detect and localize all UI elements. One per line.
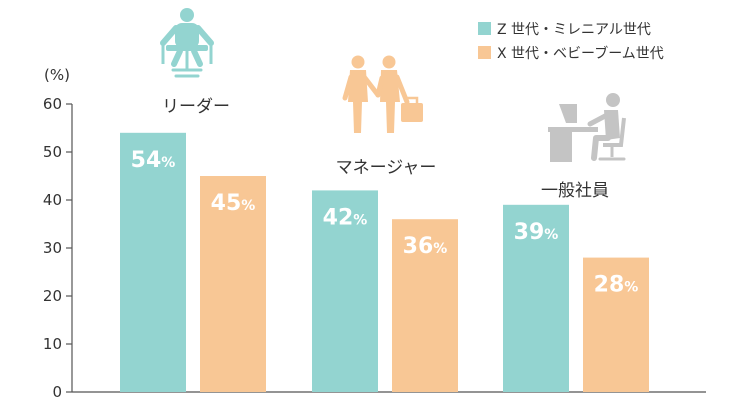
bar-value-suffix: % [544, 227, 558, 243]
category-label: 一般社員 [541, 181, 609, 201]
y-tick-label: 30 [43, 239, 62, 257]
bar [503, 204, 569, 392]
y-axis-unit: (%) [44, 66, 70, 84]
category-label: マネージャー [336, 158, 437, 178]
legend-swatch [478, 46, 491, 59]
bar-value-number: 39 [514, 220, 545, 245]
y-tick-label: 0 [52, 383, 62, 401]
bar [392, 219, 458, 392]
bar-value-number: 28 [594, 273, 625, 298]
y-tick-label: 40 [43, 191, 62, 209]
bar-value-label: 36% [403, 234, 448, 259]
y-tick-label: 20 [43, 287, 62, 305]
y-tick-label: 50 [43, 143, 62, 161]
category-label: リーダー [162, 97, 230, 117]
bar-value-number: 45 [211, 191, 242, 216]
bar [200, 176, 266, 392]
bar-value-suffix: % [161, 155, 175, 171]
seated-person-icon [160, 8, 214, 78]
bar-value-suffix: % [241, 198, 255, 214]
bar-value-number: 42 [323, 205, 354, 230]
y-tick-label: 10 [43, 335, 62, 353]
bar-value-suffix: % [624, 280, 638, 296]
bar-value-suffix: % [353, 212, 367, 228]
bar-value-label: 39% [514, 220, 559, 245]
legend-label: X 世代・ベビーブーム世代 [497, 45, 664, 62]
legend-swatch [478, 22, 491, 35]
bar-value-label: 28% [594, 273, 639, 298]
person-at-desk-icon [548, 93, 626, 162]
legend-label: Z 世代・ミレニアル世代 [497, 22, 651, 38]
bar-value-label: 54% [131, 148, 176, 173]
handshake-icon [342, 55, 423, 133]
y-tick-label: 60 [43, 95, 62, 113]
bar-value-label: 45% [211, 191, 256, 216]
bar [120, 132, 186, 393]
bar [312, 190, 378, 392]
bar-value-suffix: % [433, 241, 447, 257]
bar-value-number: 36 [403, 234, 434, 259]
bar [583, 257, 649, 392]
bar-value-label: 42% [323, 205, 368, 230]
bar-value-number: 54 [131, 148, 162, 173]
